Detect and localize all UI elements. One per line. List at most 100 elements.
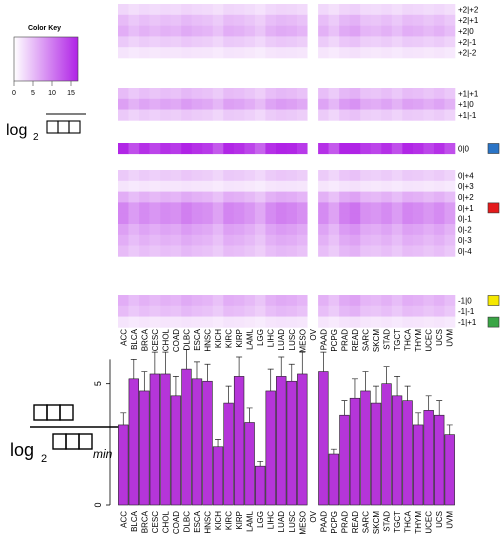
heatmap-cell xyxy=(307,180,319,192)
heatmap-cell xyxy=(212,170,224,182)
heatmap-cell xyxy=(202,191,214,203)
heatmap-cell xyxy=(412,25,424,37)
bar xyxy=(402,400,413,506)
heatmap-cell xyxy=(370,109,382,121)
heatmap-cell xyxy=(181,305,193,317)
heatmap-cell xyxy=(160,88,171,100)
heatmap-cell xyxy=(349,180,361,192)
bar xyxy=(212,446,224,506)
heatmap-cell xyxy=(286,143,298,155)
heatmap-cell xyxy=(233,234,245,246)
heatmap-cell xyxy=(170,98,182,110)
heatmap-cell xyxy=(202,36,214,48)
heatmap-cell xyxy=(423,25,435,37)
heatmap-cell xyxy=(181,224,193,236)
heatmap-cell xyxy=(402,170,414,182)
error-bar xyxy=(404,385,411,401)
bar xyxy=(223,402,234,506)
heatmap-cell xyxy=(339,305,350,317)
heatmap-cell xyxy=(139,143,150,155)
heatmap-cell xyxy=(412,234,424,246)
bar xyxy=(276,376,287,506)
heatmap-cell xyxy=(318,98,329,110)
heatmap-column-label: TGCT xyxy=(393,329,402,351)
x-tick-label: KIRC xyxy=(225,511,234,530)
heatmap-cell xyxy=(339,213,350,225)
heatmap-cell xyxy=(328,14,340,26)
color-key-title: Color Key xyxy=(28,25,61,32)
heatmap-cell xyxy=(402,36,414,48)
heatmap-cell xyxy=(244,191,256,203)
error-bar xyxy=(246,407,253,423)
x-tick-label: BRCA xyxy=(140,510,149,533)
heatmap-cell xyxy=(381,88,393,100)
heatmap-cell xyxy=(275,316,287,328)
heatmap-cell xyxy=(370,36,382,48)
heatmap-cell xyxy=(433,88,445,100)
x-tick-label: KICH xyxy=(214,511,223,530)
heatmap-cell xyxy=(202,47,214,59)
x-tick-label: ACC xyxy=(119,511,128,528)
heatmap-cell xyxy=(191,191,203,203)
bar-side-label: log 2 min xyxy=(10,404,128,465)
heatmap-cell xyxy=(202,213,214,225)
heatmap-cell xyxy=(118,98,129,110)
heatmap-cell xyxy=(444,4,456,16)
heatmap-cell xyxy=(297,295,308,307)
heatmap-row-label: 0|+2 xyxy=(458,193,474,202)
x-tick-label: MESO xyxy=(298,511,307,535)
heatmap-cell xyxy=(265,4,277,16)
heatmap-cell xyxy=(202,180,214,192)
heatmap-cell xyxy=(370,25,382,37)
heatmap-cell xyxy=(360,191,372,203)
group-marker xyxy=(487,202,500,214)
heatmap-cell xyxy=(233,143,245,155)
heatmap-cell xyxy=(297,36,308,48)
heatmap-cell xyxy=(202,25,214,37)
heatmap-cell xyxy=(307,47,319,59)
heatmap-cell xyxy=(391,316,403,328)
heatmap-cell xyxy=(381,202,393,214)
heatmap-cell xyxy=(244,25,256,37)
heatmap-cell xyxy=(433,25,445,37)
heatmap-cell xyxy=(286,305,298,317)
heatmap-cell xyxy=(412,4,424,16)
heatmap-cell xyxy=(170,47,182,59)
heatmap-cell xyxy=(254,245,266,257)
heatmap-cell xyxy=(149,295,161,307)
heatmap-cell xyxy=(307,36,319,48)
heatmap-cell xyxy=(265,316,277,328)
heatmap-cell xyxy=(349,47,361,59)
heatmap-cell xyxy=(370,295,382,307)
heatmap-cell xyxy=(254,213,266,225)
heatmap-cell xyxy=(423,191,435,203)
heatmap-cell xyxy=(170,295,182,307)
bar xyxy=(160,373,171,506)
heatmap-cell xyxy=(307,213,319,225)
heatmap-cell xyxy=(391,202,403,214)
heatmap-cell xyxy=(349,245,361,257)
heatmap-cell xyxy=(339,202,350,214)
heatmap-cell xyxy=(118,88,129,100)
heatmap-cell xyxy=(265,109,277,121)
heatmap-cell xyxy=(149,14,161,26)
x-tick-label: HNSC xyxy=(204,511,213,534)
heatmap-cell xyxy=(139,191,150,203)
heatmap-cell xyxy=(307,234,319,246)
heatmap-row-label: 0|-2 xyxy=(458,225,472,234)
heatmap-cell xyxy=(286,170,298,182)
heatmap-cell xyxy=(339,180,350,192)
heatmap-column-label: SARC xyxy=(361,329,370,351)
heatmap-cell xyxy=(381,98,393,110)
heatmap-cell xyxy=(191,170,203,182)
heatmap-cell xyxy=(286,180,298,192)
error-bar xyxy=(436,400,443,416)
heatmap-cell xyxy=(181,47,193,59)
heatmap-cell xyxy=(181,14,193,26)
heatmap-cell xyxy=(360,316,372,328)
heatmap-cell xyxy=(223,14,235,26)
bar xyxy=(339,414,350,506)
heatmap-cell xyxy=(433,143,445,155)
heatmap-cell xyxy=(286,25,298,37)
heatmap-cell xyxy=(149,245,161,257)
